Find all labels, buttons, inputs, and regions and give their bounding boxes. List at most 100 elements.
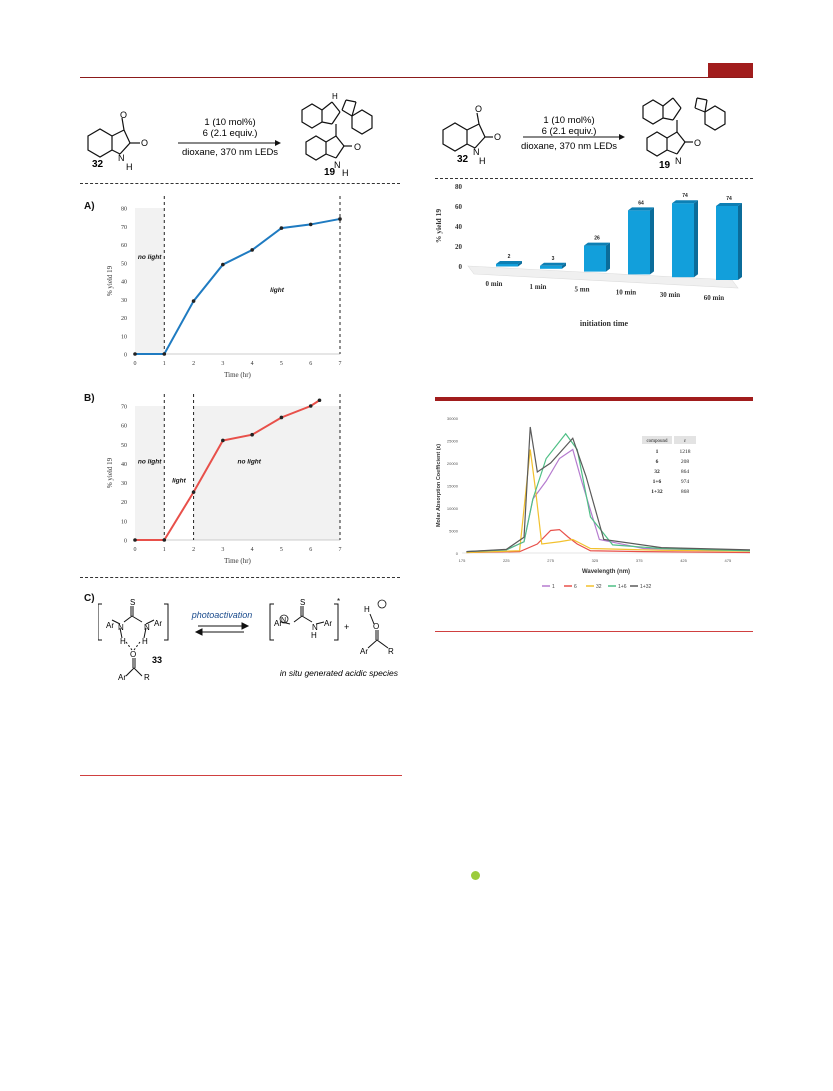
shaded-region [193,406,340,540]
y-tick-label: 70 [121,405,127,411]
n-label: N [281,617,286,624]
series-line-6 [466,528,751,554]
y-tick-label: 15000 [447,484,459,489]
bar-side [562,262,566,269]
header-rule [80,77,753,78]
x-axis-label: Wavelength (nm) [582,569,630,575]
o-atom-label: O [354,142,361,152]
chart-b: 0 10 20 30 40 50 60 70 0 1 2 3 4 5 6 7 Time (hr) % yield … [106,394,342,565]
scheme-right: O O N H 32 1 (10 mol%) 6 (2.1 equiv.) di… [442,97,726,171]
x-tick-label: 7 [339,361,342,367]
bar-side [738,203,742,280]
o-label: O [373,622,379,631]
compound-32-label: 32 [92,159,104,170]
region-label: no light [138,458,162,465]
shaded-region [135,406,165,540]
y-tick-label: 50 [121,261,127,267]
x-tick-label: 275 [547,558,554,563]
x-tick-label: 425 [680,558,687,563]
divider [435,178,753,179]
x-tick-label: 6 [309,547,312,553]
footer-rule-right [435,631,753,632]
y-tick-label: 10 [121,334,127,340]
region-label: no light [237,458,261,465]
n-atom-label: N [473,147,480,157]
x-tick-label: 7 [339,547,342,553]
divider [80,577,400,578]
x-tick-label: 5 [280,361,283,367]
region-label: light [172,478,187,485]
bar [496,264,518,267]
footer-rule-left [80,775,402,776]
o-atom-label: O [475,104,482,114]
ar-label: Ar [324,619,332,628]
y-tick-label: 25000 [447,439,459,444]
reagent-line-2: 6 (2.1 equiv.) [542,126,597,137]
r-label: R [144,673,150,682]
y-tick-label: 0 [459,263,463,271]
bar-top [496,261,522,264]
chart-a: 0 10 20 30 40 50 60 70 80 0 1 2 3 4 5 6 7 Time (hr) % yiel… [106,196,342,379]
ar-label: Ar [118,673,126,682]
plus-sign: + [344,622,349,632]
x-tick-label: 60 min [704,294,725,302]
x-tick-label: 30 min [660,291,681,299]
y-tick-label: 80 [121,207,127,213]
bar [672,203,694,278]
bar [584,245,606,272]
data-point [162,538,167,542]
legend-label: 32 [596,584,602,590]
legend-label: 1 [552,584,555,590]
x-tick-label: 6 [309,361,312,367]
ar-label: Ar [274,619,282,628]
table-cell: 208 [681,459,690,465]
acidic-species-caption: in situ generated acidic species [280,668,399,678]
bar-side [518,261,522,267]
y-tick-label: 30 [121,298,127,304]
o-atom-label: O [494,132,501,142]
isatin-structure [87,117,140,158]
table-cell: 32 [654,469,660,475]
data-point [221,438,225,443]
chart-spectrum: 0 5000 10000 15000 20000 25000 30000 175 225 275 3… [436,416,751,590]
table-cell: 1+32 [651,489,663,495]
table-cell: 1218 [680,449,691,455]
x-tick-label: 2 [192,361,195,367]
bar-floor [467,265,739,289]
data-point [308,222,313,227]
conditions-text: dioxane, 370 nm LEDs [521,141,617,152]
scheme-left: O O N H 32 1 (10 mol%) 6 (2.1 equiv.) di… [87,92,373,178]
y-tick-label: 50 [121,443,127,449]
data-point [221,262,225,267]
reagent-line-2: 6 (2.1 equiv.) [203,128,258,139]
y-axis-label: % yield 19 [434,209,443,243]
product-structure [301,99,373,161]
y-tick-label: 20 [121,500,127,506]
h-atom-label: H [332,92,338,101]
y-tick-label: 30000 [447,416,459,421]
data-point [279,415,284,420]
bar-side [694,200,698,278]
series-line-1+6 [466,432,751,553]
compound-19-label: 19 [324,167,336,178]
chart-bar: 0 20 40 60 80 2 0 min 3 1 min 26 5 mn 64 10 min 74 30 … [434,183,742,328]
data-label: 74 [682,193,688,199]
panel-label-b: B) [84,393,95,404]
data-point [191,490,196,494]
series-line [135,399,321,541]
data-label: 26 [594,236,600,242]
x-tick-label: 5 mn [575,286,590,294]
y-tick-label: 5000 [449,529,459,534]
x-tick-label: 4 [251,547,254,553]
s-label: S [130,598,135,607]
n-label: N [118,623,124,632]
y-tick-label: 60 [455,203,463,211]
data-label: 3 [552,256,555,262]
x-tick-label: 4 [251,361,254,367]
reagent-line-1: 1 (10 mol%) [204,117,255,128]
data-point [250,248,254,252]
x-tick-label: 1 min [530,283,547,291]
bar-top [716,203,742,206]
x-tick-label: 325 [592,558,599,563]
section-rule-right [435,397,753,401]
